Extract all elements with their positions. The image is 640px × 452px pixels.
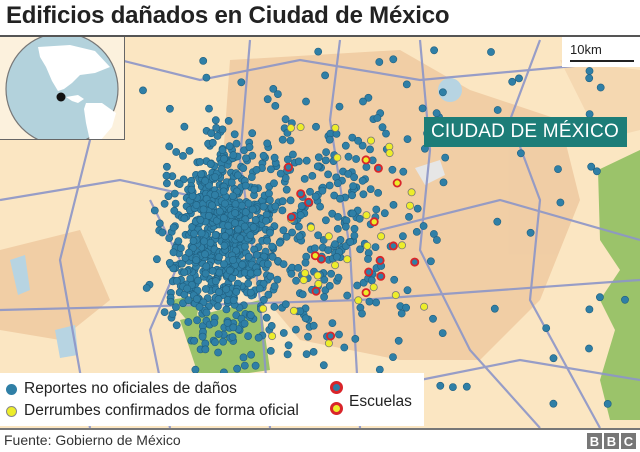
scale-line	[570, 60, 634, 62]
legend-item-unofficial: Reportes no oficiales de daños	[6, 380, 237, 398]
legend-label: Reportes no oficiales de daños	[24, 380, 237, 397]
bbc-logo: B B C	[587, 433, 636, 449]
bbc-logo-letter: B	[587, 433, 602, 449]
page-title: Edificios dañados en Ciudad de México	[6, 2, 450, 29]
globe-locator-icon	[5, 32, 119, 146]
scale-bar: 10km	[562, 37, 640, 67]
location-marker	[56, 92, 66, 102]
city-label: CIUDAD DE MÉXICO	[424, 117, 627, 147]
divider	[0, 428, 640, 430]
scale-label: 10km	[570, 42, 602, 57]
divider	[0, 35, 640, 37]
legend-item-confirmed: Derrumbes confirmados de forma oficial	[6, 402, 299, 420]
bbc-logo-letter: B	[604, 433, 619, 449]
school-yellow-icon	[330, 402, 343, 415]
yellow-dot-icon	[6, 405, 17, 417]
globe-inset	[0, 32, 125, 146]
blue-dot-icon	[6, 383, 17, 395]
bbc-logo-letter: C	[621, 433, 636, 449]
legend: Reportes no oficiales de daños Derrumbes…	[0, 373, 424, 426]
school-blue-icon	[330, 381, 343, 394]
legend-label: Derrumbes confirmados de forma oficial	[24, 402, 299, 419]
schools-label: Escuelas	[349, 393, 412, 410]
source-credit: Fuente: Gobierno de México	[4, 432, 181, 448]
